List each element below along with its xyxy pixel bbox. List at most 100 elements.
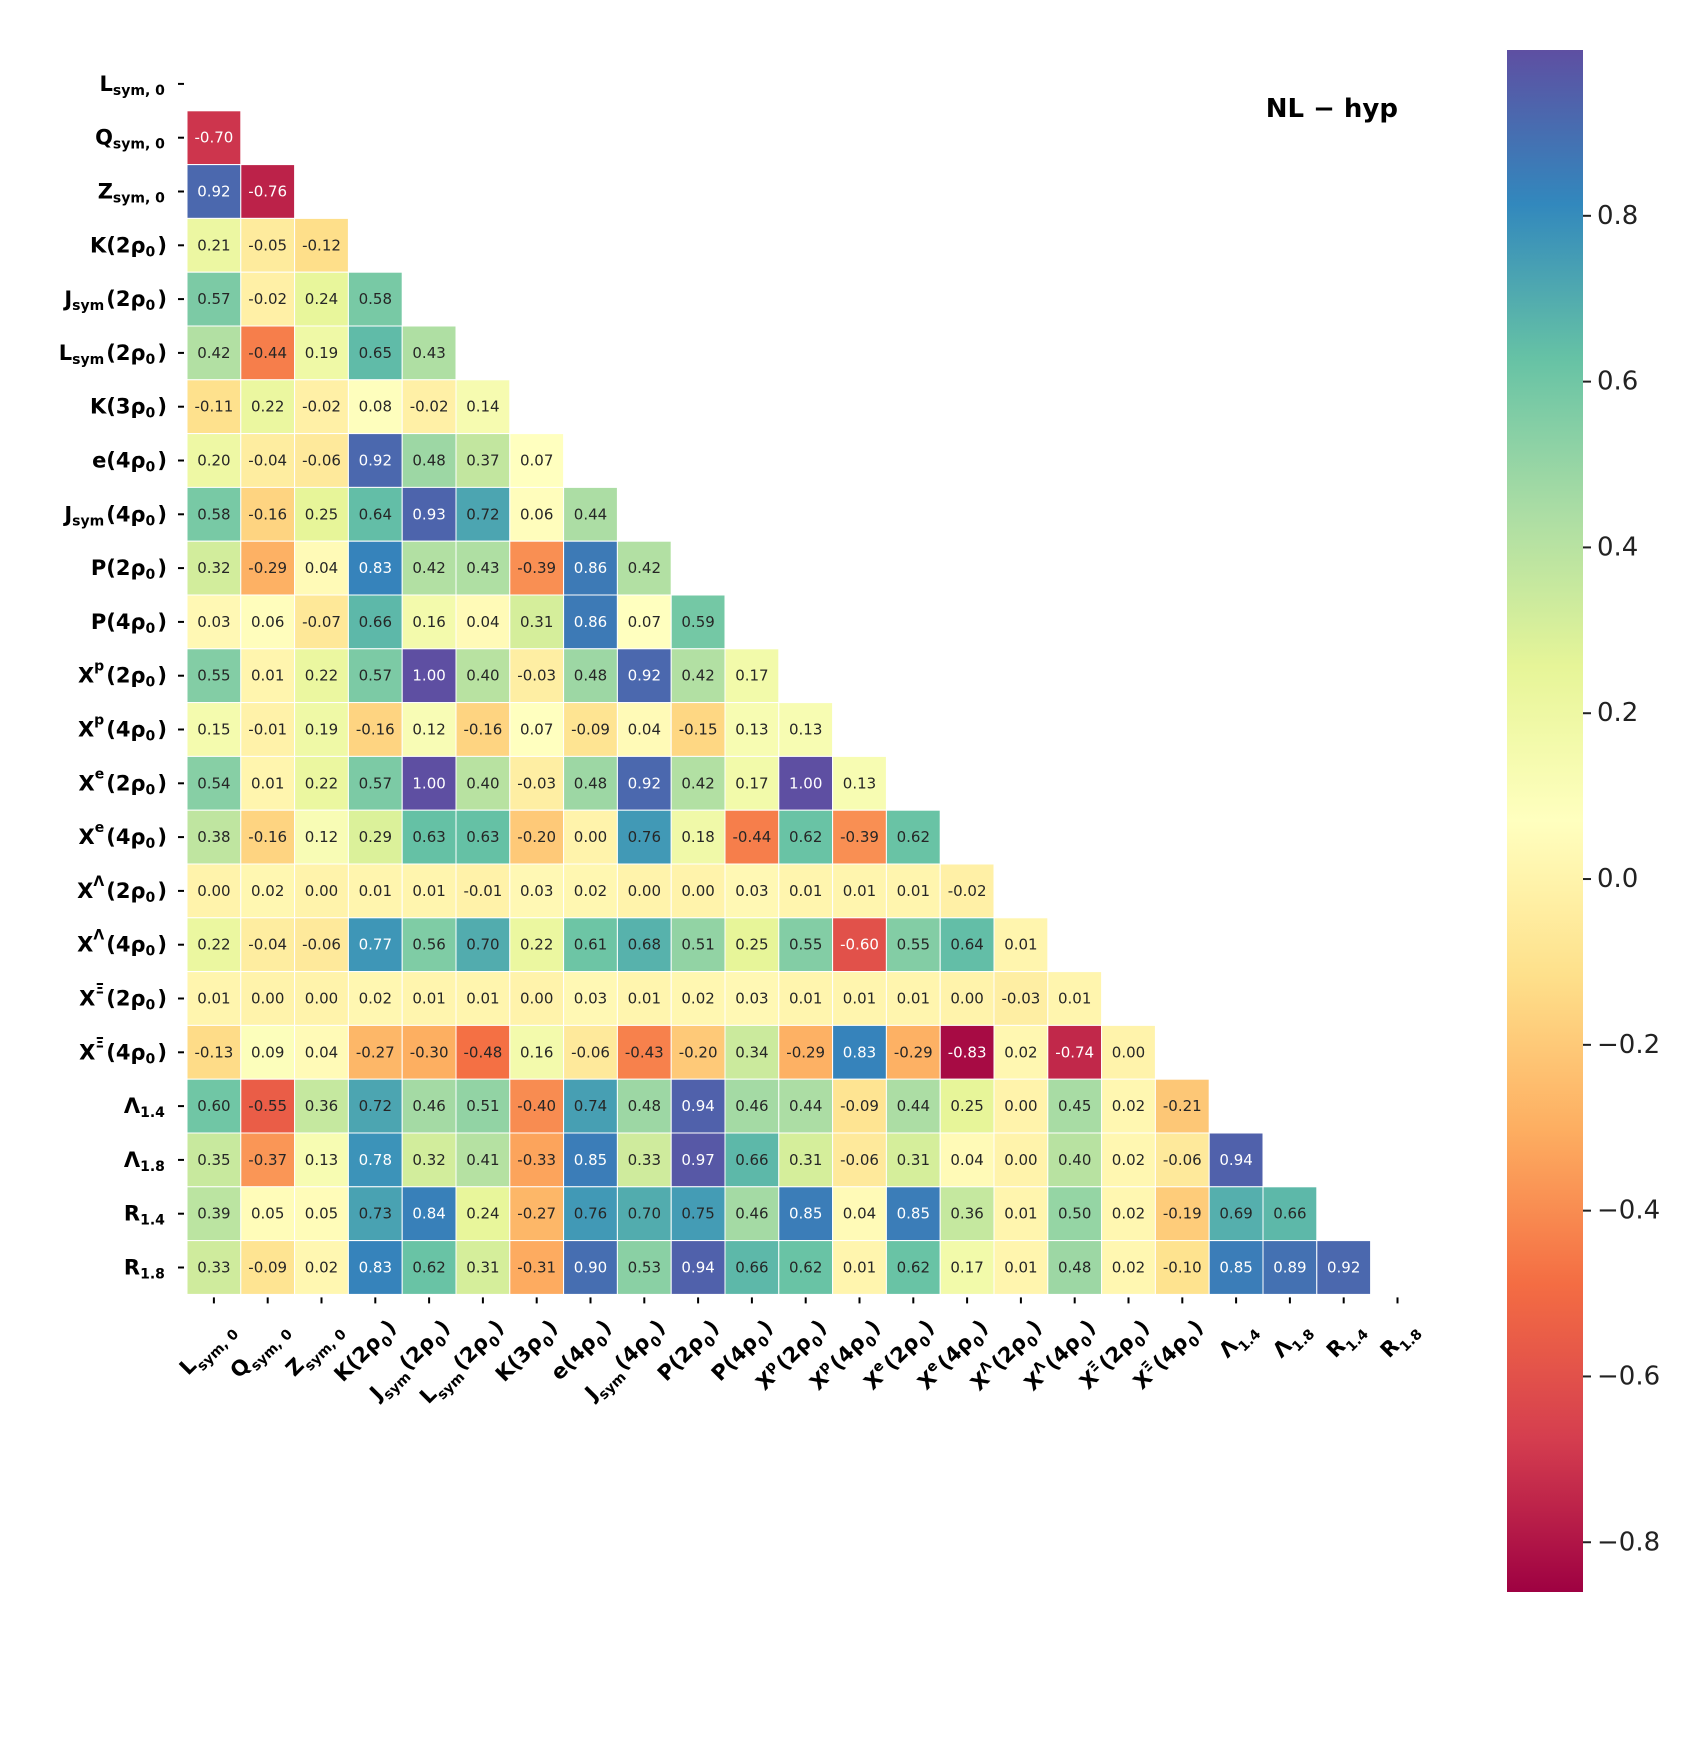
cell-value-label: 0.55 [197,667,230,685]
cell-value-label: 0.01 [412,990,445,1008]
cell-value-label: 0.02 [1112,1259,1145,1277]
cell-value-label: 0.06 [251,613,284,631]
cell-value-label: 0.01 [1004,936,1037,954]
cell-value-label: 0.03 [520,882,553,900]
cell-value-label: 0.46 [735,1205,768,1223]
cell-value-label: 0.33 [197,1259,230,1277]
cell-value-label: 0.00 [574,828,607,846]
cell-value-label: 0.75 [681,1205,714,1223]
cell-value-label: 0.16 [520,1043,553,1061]
heatmap-cell [294,379,349,435]
cell-value-label: -0.02 [410,398,449,416]
heatmap-cell [724,917,780,973]
cell-value-label: 0.36 [950,1205,983,1223]
cell-value-label: 0.93 [412,505,445,523]
heatmap-cell [1101,1024,1156,1080]
cell-value-label: 0.53 [628,1259,661,1277]
heatmap-cell [240,863,296,919]
heatmap-cell [885,1024,941,1080]
cell-value-label: 0.02 [574,882,607,900]
cell-value-label: -0.39 [840,828,879,846]
heatmap-cell [240,433,296,488]
cell-value-label: 0.16 [412,613,445,631]
heatmap-cell [939,1186,995,1242]
cell-value-label: 0.85 [574,1151,607,1169]
cell-value-label: 0.44 [789,1097,822,1115]
cell-value-label: 0.45 [1058,1097,1091,1115]
cell-value-label: 0.64 [950,936,983,954]
heatmap-cell [563,702,618,757]
heatmap-cell [616,648,672,704]
heatmap-cell [616,917,672,973]
heatmap-cell [670,702,726,757]
y-tick-label: Xp (2ρ0 ) [78,659,167,691]
cell-value-label: -0.09 [248,1259,287,1277]
heatmap-cell [724,809,780,865]
heatmap-cell [186,1024,242,1080]
heatmap-cell [186,755,242,811]
cell-value-label: 0.22 [197,936,230,954]
cell-value-label: 0.97 [681,1151,714,1169]
heatmap-cell [186,1132,242,1188]
heatmap-cell [294,702,349,757]
cell-value-label: 0.48 [574,774,607,792]
cell-value-label: 0.02 [359,990,392,1008]
cell-value-label: 0.62 [412,1259,445,1277]
heatmap-cell [455,971,511,1026]
heatmap-cell [616,1132,672,1188]
heatmap-cell [616,1024,672,1080]
heatmap-cell [832,1024,887,1080]
heatmap-cell [240,379,296,435]
y-tick-label: XΛ (2ρ0 ) [77,874,167,906]
cell-value-label: 0.02 [1112,1205,1145,1223]
heatmap-cell [294,540,349,596]
cell-value-label: 0.01 [1004,1259,1037,1277]
heatmap-cell [724,863,780,919]
cell-value-label: -0.03 [517,774,556,792]
cell-value-label: 0.00 [305,990,338,1008]
cell-value-label: 0.55 [789,936,822,954]
cell-value-label: 0.83 [359,1259,392,1277]
heatmap-cell [1047,1240,1103,1295]
heatmap-cell [509,540,565,596]
cell-value-label: 1.00 [412,774,445,792]
cell-value-label: 0.85 [1219,1259,1252,1277]
heatmap-cell [509,1078,565,1134]
heatmap-cell [186,648,242,704]
heatmap-cell [240,917,296,973]
cell-value-label: 0.94 [681,1259,714,1277]
chart-title: NL − hyp [1266,94,1398,124]
heatmap-cell [347,809,403,865]
cell-value-label: -0.12 [302,236,341,254]
y-tick-label: P(4ρ0 ) [91,610,167,637]
heatmap-cell [993,1186,1049,1242]
heatmap-cell [347,1240,403,1295]
cell-value-label: 0.00 [520,990,553,1008]
heatmap-cell [778,809,834,865]
cell-value-label: 0.12 [412,721,445,739]
cell-value-label: 0.04 [466,613,499,631]
heatmap-cell [670,1186,726,1242]
heatmap-cell [455,594,511,650]
y-tick-label: Xp (4ρ0 ) [78,713,167,745]
cell-value-label: 0.46 [735,1097,768,1115]
cell-value-label: 0.85 [897,1205,930,1223]
cell-value-label: 0.00 [1004,1151,1037,1169]
heatmap-cell [832,863,887,919]
heatmap-cell [347,702,403,757]
cell-value-label: -0.39 [517,559,556,577]
heatmap-cell [347,917,403,973]
cell-value-label: 0.25 [305,505,338,523]
heatmap-cell [186,702,242,757]
cell-value-label: -0.02 [302,398,341,416]
heatmap-cell [778,1132,834,1188]
cell-value-label: 0.04 [950,1151,983,1169]
cell-value-label: 0.84 [412,1205,445,1223]
y-tick-label: Zsym, 0 [98,180,167,207]
heatmap-cell [563,1186,618,1242]
heatmap-cell [294,1024,349,1080]
cell-value-label: 0.62 [897,1259,930,1277]
cell-value-label: 0.69 [1219,1205,1252,1223]
cell-value-label: 0.66 [359,613,392,631]
cell-value-label: 0.40 [1058,1151,1091,1169]
